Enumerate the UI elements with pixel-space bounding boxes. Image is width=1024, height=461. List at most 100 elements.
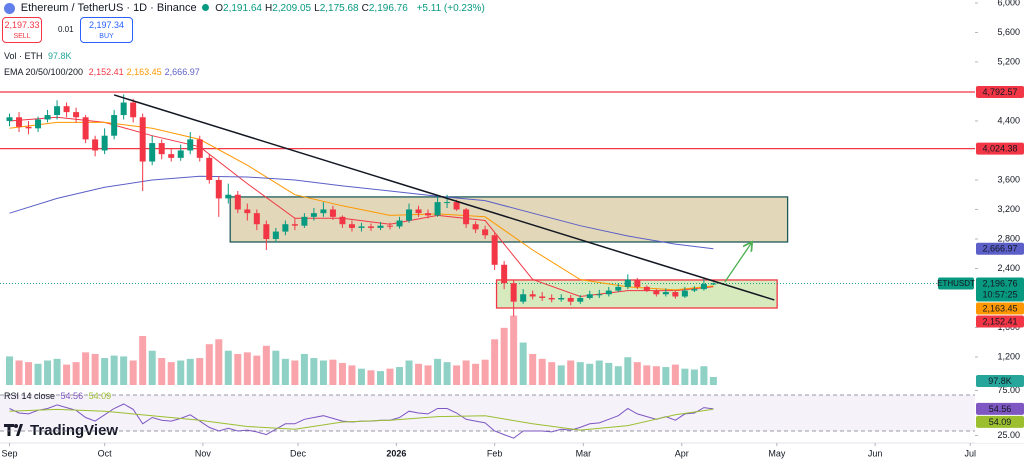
- candle-body: [710, 283, 717, 285]
- volume-bar: [15, 360, 23, 385]
- y-tick-label: 3,200: [997, 204, 1020, 214]
- candle-body: [120, 102, 127, 116]
- arrow: [724, 243, 752, 283]
- volume-bar: [44, 360, 52, 385]
- candle-body: [548, 297, 555, 300]
- volume-bar: [6, 356, 14, 385]
- volume-bar: [367, 370, 375, 385]
- ohlc-key: L: [314, 3, 320, 14]
- coin-icon: [4, 2, 15, 14]
- candle-body: [501, 264, 508, 284]
- x-tick-label: Nov: [195, 448, 212, 458]
- volume-bar: [82, 352, 90, 385]
- volume-bar: [624, 357, 632, 385]
- buy-label: BUY: [99, 33, 114, 40]
- volume-bar: [690, 369, 698, 385]
- volume-bar: [538, 358, 546, 385]
- candle-body: [415, 209, 422, 214]
- candle-body: [700, 283, 707, 290]
- price-tag: [976, 415, 1024, 428]
- volume-bar: [167, 362, 175, 385]
- volume-bar: [348, 365, 356, 385]
- price-tag-label: 97.8K: [988, 376, 1012, 386]
- candle-body: [567, 297, 574, 302]
- volume-bar: [643, 365, 651, 385]
- volume-bar: [510, 315, 518, 385]
- candle-body: [16, 117, 23, 127]
- volume-bar: [253, 355, 261, 385]
- candle-body: [339, 216, 346, 225]
- x-tick-label: May: [768, 448, 786, 458]
- candle-body: [453, 202, 460, 210]
- candle-body: [44, 115, 51, 120]
- rsi-value: 54.56: [60, 391, 84, 401]
- volume-bar: [243, 352, 251, 385]
- price-tag: [976, 402, 1024, 415]
- x-tick-label: Dec: [290, 448, 307, 458]
- price-tag-label: 54.56: [989, 404, 1012, 414]
- volume-bar: [529, 353, 537, 385]
- rsi-label: RSI 14 close: [4, 391, 56, 401]
- candle-body: [605, 290, 612, 295]
- rsi-ma-value: 54.09: [88, 391, 112, 401]
- candle-body: [82, 117, 89, 140]
- price-tag: [976, 315, 1024, 328]
- x-tick-label: Apr: [675, 448, 689, 458]
- volume-bar: [415, 363, 423, 385]
- volume-bar: [567, 360, 575, 385]
- volume-bar: [548, 362, 556, 385]
- candle-body: [472, 224, 479, 230]
- volume-bar: [386, 368, 394, 385]
- candle-body: [510, 283, 517, 302]
- volume-bar: [224, 350, 232, 385]
- volume-bar: [148, 350, 156, 385]
- candle-body: [253, 213, 260, 225]
- y-tick-label: 2,800: [997, 233, 1020, 243]
- rsi-legend: RSI 14 close 54.56 54.09: [4, 391, 114, 401]
- ohlc-key: H: [264, 3, 273, 14]
- ohlc-value: 2,196.76: [368, 3, 408, 14]
- rsi-tick-label: 25.00: [997, 430, 1020, 440]
- volume-bar: [557, 365, 565, 385]
- candle-body: [139, 117, 146, 162]
- ohlc-key: O: [215, 3, 224, 14]
- candle-body: [577, 297, 584, 302]
- volume-bar: [196, 358, 204, 385]
- candle-body: [291, 224, 298, 226]
- ohlc-value: 2,175.68: [319, 3, 359, 14]
- candle-body: [244, 209, 251, 214]
- candle-body: [358, 226, 365, 228]
- candle-body: [634, 279, 641, 287]
- y-tick-label: 5,200: [997, 56, 1020, 66]
- x-tick-label: Jun: [868, 448, 883, 458]
- volume-bar: [396, 367, 404, 385]
- volume-bar: [329, 359, 337, 385]
- candle-body: [310, 213, 317, 217]
- rsi-tick-label: 75.00: [997, 385, 1020, 395]
- candle-body: [149, 143, 156, 162]
- candle-body: [425, 213, 432, 216]
- volume-bar: [215, 339, 223, 385]
- price-tag-label: 2,152.41: [982, 316, 1017, 326]
- x-tick-label: Oct: [98, 448, 113, 458]
- volume-bar: [177, 360, 185, 385]
- volume-bar: [491, 339, 499, 385]
- sell-button[interactable]: 2,197.33 SELL: [2, 17, 42, 43]
- candle-body: [377, 225, 384, 228]
- candle-body: [329, 209, 336, 217]
- sell-price: 2,197.33: [4, 20, 40, 30]
- volume-bar: [633, 362, 641, 385]
- volume-bar: [481, 359, 489, 385]
- price-tag-label: 2,163.45: [982, 303, 1017, 313]
- brand-logo: [4, 424, 23, 436]
- ema-legend: EMA 20/50/100/200 2,152.41 2,163.45 2,666.…: [4, 67, 203, 77]
- volume-bar: [595, 360, 603, 385]
- buy-button[interactable]: 2,197.34 BUY: [80, 17, 133, 43]
- x-tick-label: Jul: [964, 448, 976, 458]
- volume-bar: [186, 358, 194, 385]
- candle-body: [263, 224, 270, 239]
- candle-body: [387, 225, 393, 227]
- volume-bar: [472, 363, 480, 385]
